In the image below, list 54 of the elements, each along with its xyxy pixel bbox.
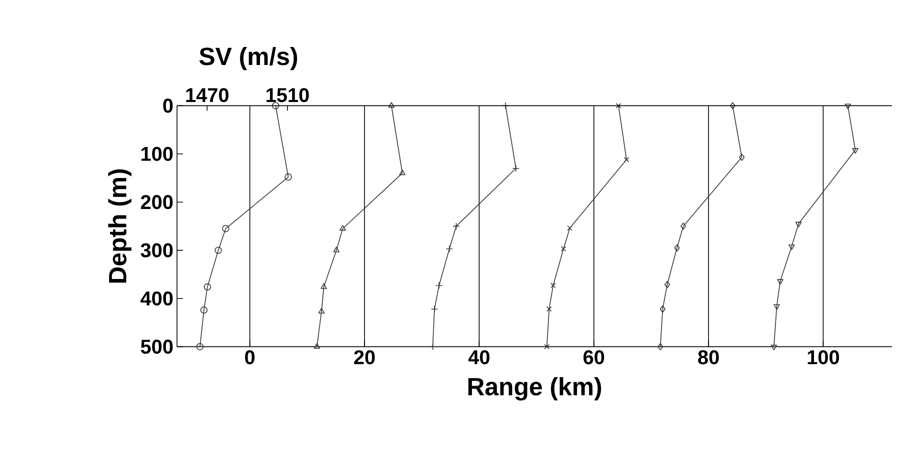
y-tick-label: 400 bbox=[140, 291, 173, 306]
point bbox=[674, 244, 680, 252]
x-tick-label: 0 bbox=[245, 350, 255, 364]
point bbox=[340, 225, 346, 231]
point bbox=[550, 282, 556, 288]
point bbox=[795, 222, 802, 228]
point bbox=[214, 246, 222, 254]
point bbox=[546, 306, 552, 312]
point bbox=[852, 148, 858, 154]
point bbox=[452, 222, 460, 230]
point bbox=[399, 170, 406, 176]
point bbox=[730, 102, 736, 110]
point bbox=[788, 244, 795, 250]
point bbox=[567, 225, 572, 231]
x-tick-label: 80 bbox=[698, 350, 719, 364]
point bbox=[204, 283, 211, 291]
point bbox=[770, 344, 778, 350]
y-axis-title: Depth (m) bbox=[108, 169, 132, 283]
point bbox=[844, 104, 852, 110]
x-tick-label: 40 bbox=[468, 350, 490, 364]
point bbox=[196, 343, 204, 350]
point bbox=[388, 102, 395, 108]
y-tick-label: 500 bbox=[140, 340, 173, 354]
point bbox=[272, 102, 280, 110]
x-tick-label: 20 bbox=[354, 350, 375, 364]
x2-tick-label: 1510 bbox=[266, 88, 309, 102]
y-tick-label: 200 bbox=[140, 195, 173, 210]
point bbox=[560, 246, 566, 252]
y-tick-label: 300 bbox=[140, 243, 173, 258]
point bbox=[320, 283, 327, 289]
x2-axis-title: SV (m/s) bbox=[199, 46, 298, 70]
point bbox=[333, 246, 340, 252]
x-tick-label: 60 bbox=[584, 350, 604, 364]
point bbox=[318, 308, 325, 314]
point bbox=[429, 343, 436, 350]
y-tick-label: 0 bbox=[163, 98, 173, 113]
point bbox=[222, 225, 230, 232]
point bbox=[658, 343, 664, 350]
point bbox=[680, 222, 686, 230]
point bbox=[664, 280, 670, 288]
point bbox=[738, 154, 745, 161]
point bbox=[544, 344, 550, 350]
point bbox=[616, 103, 622, 108]
point bbox=[200, 306, 208, 314]
x-tick-label: 100 bbox=[808, 350, 840, 364]
x-axis-title: Range (km) bbox=[468, 377, 602, 400]
point bbox=[774, 304, 780, 310]
point bbox=[284, 173, 292, 181]
point bbox=[777, 279, 784, 285]
y-tick-label: 100 bbox=[141, 146, 173, 161]
point bbox=[624, 157, 630, 162]
point bbox=[660, 306, 666, 313]
point bbox=[314, 343, 320, 349]
x2-tick-label: 1470 bbox=[186, 88, 228, 102]
